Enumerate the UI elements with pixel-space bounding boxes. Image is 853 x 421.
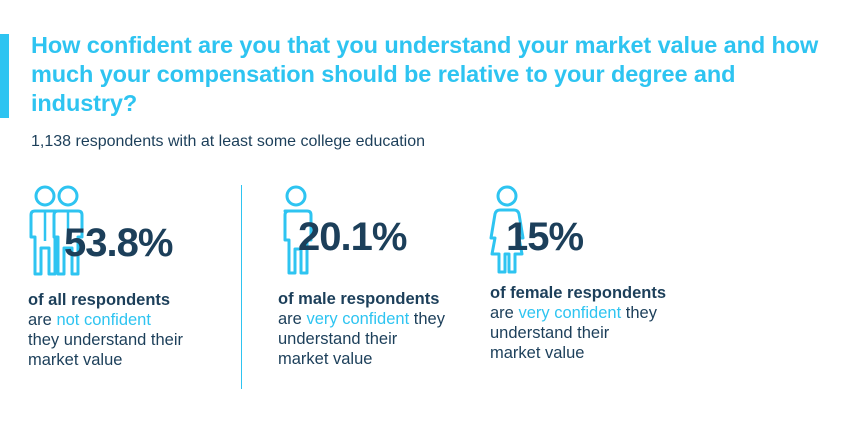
stat-group: of all respondents	[28, 291, 171, 309]
two-people-icon	[29, 185, 84, 276]
column-divider	[241, 185, 242, 389]
chart-subtitle: 1,138 respondents with at least some col…	[31, 133, 426, 150]
stat-highlight: very confident	[518, 304, 622, 322]
title-accent-bar	[0, 34, 9, 118]
man-icon	[283, 185, 313, 275]
stat-value: 20.1%	[298, 215, 407, 259]
stat-highlight: very confident	[306, 310, 410, 328]
stat-value: 53.8%	[64, 221, 173, 265]
stat-value: 15%	[506, 215, 584, 259]
stat-female-respondents: 15% of female respondents are very confi…	[489, 183, 700, 383]
stat-are: are	[278, 310, 302, 328]
stat-rest: understand their market value	[490, 324, 610, 362]
stat-group: of male respondents	[278, 290, 440, 308]
stat-rest-inline: they	[625, 304, 657, 322]
stat-are: are	[28, 311, 52, 329]
woman-icon	[489, 185, 525, 274]
stat-rest: they understand their market value	[28, 331, 184, 369]
stat-rest-inline: they	[413, 310, 445, 328]
stat-description: of all respondents are not confident the…	[28, 290, 238, 370]
stat-male-respondents: 20.1% of male respondents are very confi…	[278, 183, 488, 383]
chart-title: How confident are you that you understan…	[31, 32, 819, 116]
stat-are: are	[490, 304, 514, 322]
stat-description: of male respondents are very confident t…	[278, 289, 488, 369]
stat-description: of female respondents are very confident…	[490, 283, 700, 363]
stat-rest: understand their market value	[278, 330, 398, 368]
stat-group: of female respondents	[490, 284, 667, 302]
stat-highlight: not confident	[56, 311, 151, 329]
stat-all-respondents: 53.8% of all respondents are not confide…	[28, 183, 238, 383]
